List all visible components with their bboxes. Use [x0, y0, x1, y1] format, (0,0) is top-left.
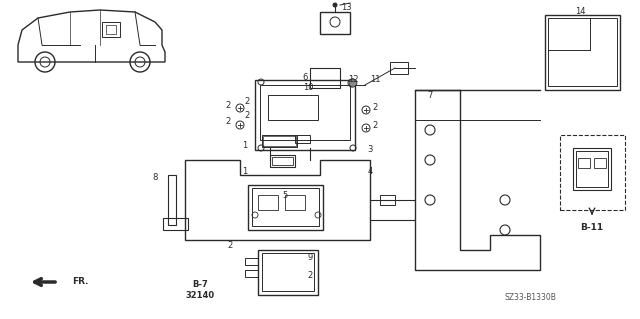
Bar [262, 253, 314, 291]
Bar [380, 195, 395, 205]
Text: 9: 9 [307, 254, 312, 263]
Bar [258, 250, 318, 295]
Bar [248, 185, 323, 230]
Text: 2: 2 [227, 241, 232, 249]
Text: 3: 3 [367, 145, 372, 154]
Text: FR.: FR. [72, 278, 88, 286]
Bar [560, 135, 625, 210]
Text: 2: 2 [307, 271, 312, 279]
Text: 14: 14 [575, 8, 585, 17]
Text: SZ33-B1330B: SZ33-B1330B [504, 293, 556, 302]
Bar [548, 18, 617, 86]
Bar [320, 12, 350, 34]
Text: 2: 2 [225, 100, 230, 109]
Text: 10: 10 [303, 84, 313, 93]
Text: 5: 5 [282, 190, 287, 199]
Text: 2: 2 [372, 103, 378, 113]
Bar [295, 135, 310, 143]
Circle shape [333, 3, 337, 7]
Bar [168, 175, 176, 225]
Text: B-7
32140: B-7 32140 [186, 280, 214, 300]
Bar [545, 15, 620, 90]
Text: 11: 11 [370, 76, 380, 85]
Text: 2: 2 [244, 98, 250, 107]
Bar [573, 148, 611, 190]
Text: 1: 1 [243, 140, 248, 150]
Bar [285, 195, 305, 210]
Bar [263, 136, 296, 146]
Bar [252, 188, 319, 226]
Bar [258, 195, 278, 210]
Text: 7: 7 [428, 91, 433, 100]
Text: 1: 1 [243, 167, 248, 176]
Text: 12: 12 [348, 76, 358, 85]
Bar [310, 68, 340, 88]
Bar [268, 95, 318, 120]
Bar [106, 25, 116, 34]
Bar [260, 85, 350, 140]
Bar [102, 22, 120, 37]
Bar [272, 157, 293, 165]
Text: 8: 8 [152, 174, 157, 182]
Text: 2: 2 [244, 110, 250, 120]
Text: 2: 2 [372, 121, 378, 130]
Text: 13: 13 [340, 4, 351, 12]
Text: 2: 2 [225, 117, 230, 127]
Text: B-11: B-11 [580, 224, 604, 233]
Bar [262, 135, 297, 147]
Text: 4: 4 [367, 167, 372, 176]
Bar [578, 158, 590, 168]
Bar [576, 151, 608, 187]
Bar [255, 80, 355, 150]
Bar [163, 218, 188, 230]
Bar [390, 62, 408, 74]
Circle shape [349, 79, 357, 87]
Text: 6: 6 [302, 72, 308, 81]
Bar [594, 158, 606, 168]
Bar [270, 155, 295, 167]
